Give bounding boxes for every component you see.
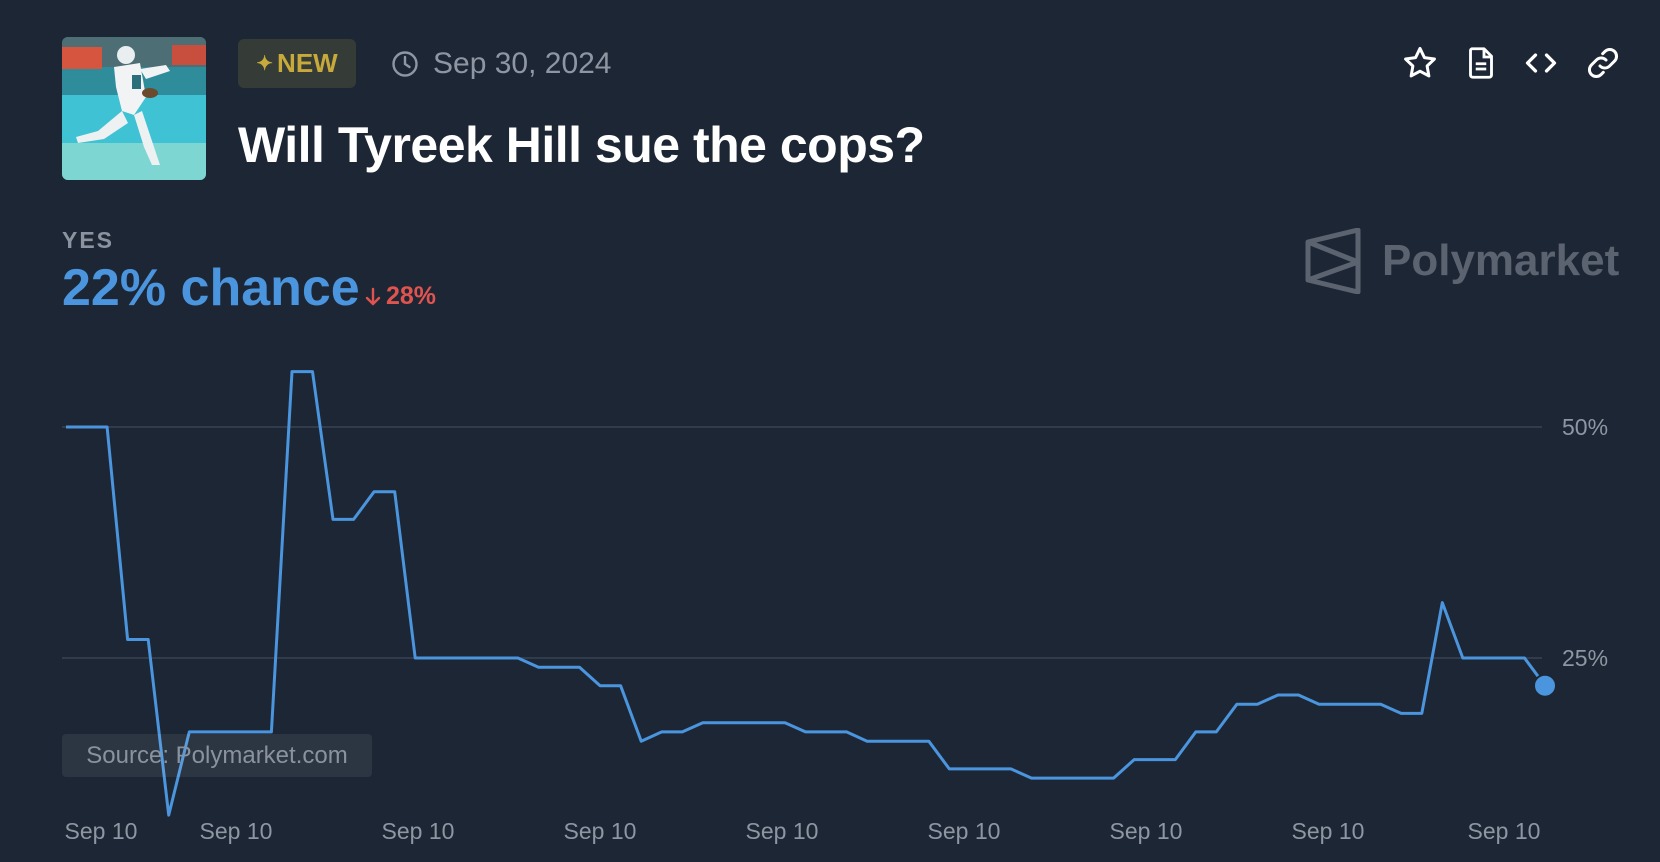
x-tick-label: Sep 10	[1468, 818, 1541, 844]
x-tick-label: Sep 10	[928, 818, 1001, 844]
x-tick-label: Sep 10	[1110, 818, 1183, 844]
code-icon	[1525, 53, 1557, 73]
price-line	[66, 370, 1547, 817]
source-label: Source: Polymarket.com	[62, 734, 372, 777]
market-title: Will Tyreek Hill sue the cops?	[238, 117, 925, 173]
market-date: Sep 30, 2024	[391, 44, 612, 84]
star-icon	[1404, 46, 1436, 78]
chance-value: 22% chance	[62, 259, 360, 317]
document-icon	[1469, 47, 1493, 79]
brand-name: Polymarket	[1382, 236, 1620, 285]
change-value: 28%	[386, 282, 437, 310]
polymarket-logo-icon	[1305, 228, 1361, 294]
x-tick-label: Sep 10	[564, 818, 637, 844]
market-thumbnail	[62, 37, 206, 180]
outcome-label: YES	[62, 227, 115, 253]
link-button[interactable]	[1580, 40, 1626, 86]
new-badge-label: NEW	[277, 48, 338, 78]
x-tick-label: Sep 10	[65, 818, 138, 844]
favorite-button[interactable]	[1397, 40, 1443, 86]
x-tick-label: Sep 10	[200, 818, 273, 844]
x-tick-label: Sep 10	[1292, 818, 1365, 844]
x-tick-label: Sep 10	[382, 818, 455, 844]
link-icon	[1588, 48, 1618, 78]
date-text: Sep 30, 2024	[433, 47, 612, 80]
sparkle-icon: ✦	[256, 53, 274, 75]
document-button[interactable]	[1458, 40, 1504, 86]
clock-icon	[392, 51, 418, 77]
last-point-marker	[1533, 673, 1557, 698]
y-tick-label-25: 25%	[1562, 645, 1608, 671]
x-tick-label: Sep 10	[746, 818, 819, 844]
y-tick-label-50: 50%	[1562, 414, 1608, 440]
new-badge: ✦ NEW	[238, 39, 356, 88]
football-player-image	[62, 37, 206, 180]
polymarket-brand: Polymarket	[1304, 228, 1619, 294]
embed-button[interactable]	[1518, 40, 1564, 86]
change-indicator: 28%	[364, 282, 436, 311]
arrow-down-icon	[365, 287, 381, 305]
